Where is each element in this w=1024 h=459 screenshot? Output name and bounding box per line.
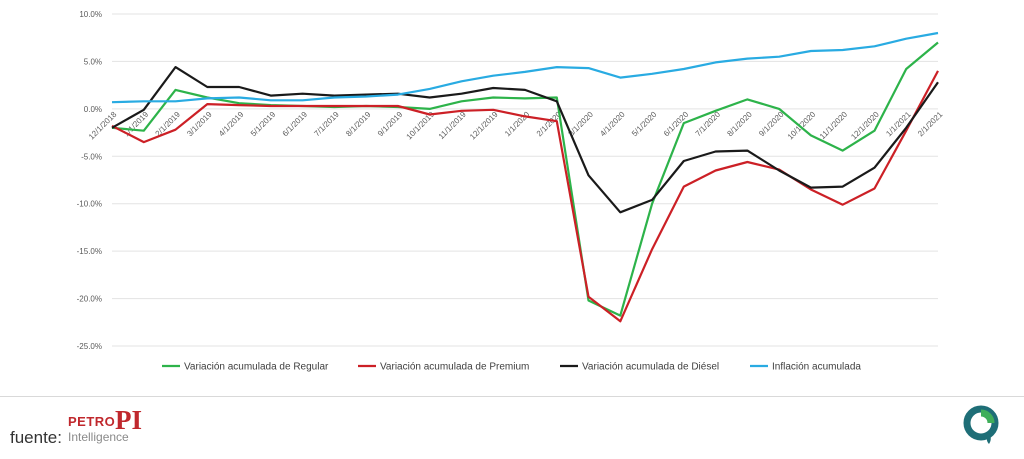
y-tick-label: -25.0% xyxy=(77,342,102,351)
x-tick-label: 7/1/2019 xyxy=(312,110,341,139)
x-tick-label: 11/1/2020 xyxy=(818,110,849,141)
series-line-2 xyxy=(111,66,939,214)
legend-label-2: Variación acumulada de Diésel xyxy=(582,362,719,373)
x-tick-label: 2/1/2021 xyxy=(916,110,945,139)
line-chart: 10.0% 5.0% 0.0% -5.0% -10.0% -15.0% -20.0% -25.… xyxy=(77,10,945,373)
x-tick-label: 6/1/2019 xyxy=(281,110,310,139)
x-tick-label: 8/1/2019 xyxy=(344,110,373,139)
x-tick-label: 4/1/2020 xyxy=(598,110,627,139)
logo-intelligence-text: Intelligence xyxy=(68,430,129,444)
series-line-3 xyxy=(111,31,939,104)
series-line-0 xyxy=(111,41,939,317)
x-tick-label: 8/1/2020 xyxy=(725,110,754,139)
x-tick-label: 5/1/2020 xyxy=(630,110,659,139)
x-tick-label: 12/1/2019 xyxy=(468,110,500,142)
gridlines xyxy=(112,13,938,347)
legend-label-0: Variación acumulada de Regular xyxy=(184,362,329,373)
brand-drop-icon xyxy=(963,405,999,444)
logo-petro-text: PETRO xyxy=(68,414,116,429)
y-tick-label: -10.0% xyxy=(77,200,102,209)
y-tick-label: 10.0% xyxy=(79,10,102,19)
x-tick-label: 6/1/2020 xyxy=(662,110,691,139)
x-tick-label: 9/1/2020 xyxy=(757,110,786,139)
petro-intelligence-logo: PETRO PI Intelligence xyxy=(66,405,156,450)
x-tick-label: 4/1/2019 xyxy=(217,110,246,139)
y-tick-label: -5.0% xyxy=(81,152,102,161)
legend-label-3: Inflación acumulada xyxy=(772,362,861,373)
y-tick-label: 5.0% xyxy=(84,57,102,66)
x-tick-label: 11/1/2019 xyxy=(437,110,468,141)
series-lines xyxy=(111,31,939,323)
legend: Variación acumulada de Regular Variación … xyxy=(162,362,861,373)
y-tick-label: -15.0% xyxy=(77,247,102,256)
legend-label-1: Variación acumulada de Premium xyxy=(380,362,529,373)
x-tick-label: 3/1/2019 xyxy=(185,110,214,139)
logo-pi-text: PI xyxy=(115,405,142,435)
y-tick-label: 0.0% xyxy=(84,105,102,114)
footer-divider xyxy=(0,396,1024,397)
y-axis-ticks: 10.0% 5.0% 0.0% -5.0% -10.0% -15.0% -20.0% -25.… xyxy=(77,10,102,351)
x-tick-label: 5/1/2019 xyxy=(249,110,278,139)
y-tick-label: -20.0% xyxy=(77,295,102,304)
source-label: fuente: xyxy=(10,428,62,447)
x-tick-label: 9/1/2019 xyxy=(376,110,405,139)
